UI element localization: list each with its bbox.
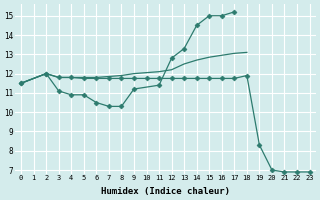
- X-axis label: Humidex (Indice chaleur): Humidex (Indice chaleur): [101, 187, 230, 196]
